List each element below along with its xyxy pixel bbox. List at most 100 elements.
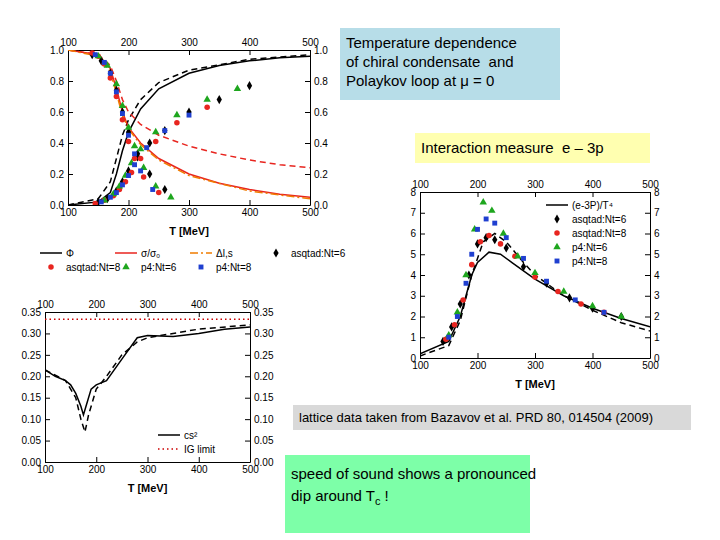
tick: 0.15 — [22, 392, 50, 403]
tick-label: 0.00 — [254, 457, 274, 468]
data-point — [521, 256, 526, 261]
text-box-background — [415, 133, 650, 163]
data-point — [464, 281, 469, 286]
legend-swatch — [273, 248, 278, 257]
legend-item: IG limit — [158, 444, 215, 455]
data-point — [555, 289, 561, 295]
legend-swatch — [158, 434, 180, 436]
x-axis: 100200300400500 — [412, 353, 659, 371]
tick-label: 0.30 — [254, 328, 274, 339]
tick: 0.8 — [50, 76, 73, 87]
x-axis-title: T [MeV] — [128, 482, 168, 494]
tick: 0.35 — [245, 307, 274, 318]
tick-label: 0.0 — [314, 200, 328, 211]
tick: 0.4 — [305, 138, 328, 149]
tick: 400 — [242, 200, 259, 218]
tick-mark — [420, 213, 425, 214]
tick-mark — [593, 353, 594, 358]
axis-line — [69, 205, 311, 206]
legend-item: p4:Nt=8 — [555, 256, 608, 267]
data-point — [126, 139, 132, 145]
data-point — [618, 312, 625, 318]
tick-label: 200 — [470, 360, 487, 371]
data-point — [119, 102, 126, 108]
data-point — [578, 301, 584, 307]
tick-label: 0.20 — [22, 371, 42, 382]
tick-label: 200 — [121, 207, 138, 218]
tick-label: 4 — [410, 270, 416, 281]
x-axis: 100200300400500 — [60, 200, 319, 218]
data-point — [132, 162, 137, 167]
data-point — [162, 128, 167, 133]
tick: 0.2 — [305, 169, 328, 180]
legend-swatch — [40, 252, 62, 254]
data-point — [167, 193, 174, 199]
text-box-background — [293, 405, 691, 430]
tick-mark — [645, 213, 650, 214]
tick-mark — [420, 296, 425, 297]
axis-line — [650, 193, 651, 359]
tick-mark — [68, 143, 73, 144]
tick-label: 0.8 — [50, 76, 64, 87]
data-point — [173, 111, 180, 117]
text-segment: Polaykov loop at μ = 0 — [346, 72, 494, 89]
legend-item: p4:Nt=6 — [553, 242, 607, 253]
data-point — [156, 190, 162, 196]
data-point — [108, 75, 114, 81]
legend-item: asqtad:Nt=8 — [554, 228, 626, 239]
legend-swatch — [546, 204, 568, 206]
tick-mark — [245, 398, 250, 399]
series-line — [68, 50, 310, 168]
data-point — [108, 71, 113, 76]
axis-line — [46, 462, 251, 463]
data-point — [131, 142, 138, 148]
legend-item: asqtad:Nt=6 — [273, 248, 345, 259]
data-point — [120, 117, 126, 123]
tick-label: 0.6 — [50, 107, 64, 118]
data-point — [469, 262, 475, 268]
tick: 6 — [410, 228, 425, 239]
tick: 200 — [470, 353, 487, 371]
tick-mark — [189, 50, 190, 55]
tick-mark — [645, 192, 650, 193]
series-line — [68, 50, 310, 199]
tick-mark — [420, 234, 425, 235]
tick-label: 0.35 — [254, 307, 274, 318]
data-point — [514, 252, 521, 258]
tick-mark — [199, 457, 200, 462]
tick-label: 7 — [654, 207, 660, 218]
legend: Φσ/σ₀Δl,sasqtad:Nt=6asqtad:Nt=8p4:Nt=6p4… — [40, 248, 346, 273]
tick-label: 1.0 — [314, 45, 328, 56]
data-point — [120, 182, 125, 187]
data-point — [147, 169, 152, 178]
tick-label: 6 — [410, 228, 416, 239]
tick-label: 0.25 — [254, 350, 274, 361]
data-point — [504, 243, 509, 252]
tick-label: 0.8 — [314, 76, 328, 87]
legend-swatch — [190, 252, 212, 254]
tick-label: 1.0 — [50, 45, 64, 56]
data-point — [492, 221, 497, 226]
tick-mark — [305, 174, 310, 175]
data-point — [504, 235, 509, 240]
legend-swatch — [115, 252, 137, 254]
tick: 8 — [645, 187, 660, 198]
tick-mark — [148, 457, 149, 462]
legend-swatch — [199, 265, 204, 270]
tick-mark — [478, 353, 479, 358]
tick-label: 0.05 — [254, 435, 274, 446]
tick: 2 — [645, 311, 660, 322]
chart: 1002003004005001002003004005000.00.20.40… — [40, 37, 346, 273]
tick-mark — [535, 353, 536, 358]
tick-mark — [68, 81, 73, 82]
tick: 0.25 — [22, 350, 50, 361]
axis-line — [310, 51, 311, 206]
tick: 0.30 — [22, 328, 50, 339]
tick: 200 — [121, 200, 138, 218]
data-point — [174, 120, 180, 126]
legend-item: (e-3P)/T⁴ — [546, 200, 613, 211]
legend-label: (e-3P)/T⁴ — [572, 200, 613, 211]
data-point — [567, 293, 572, 302]
tick-label: 300 — [181, 37, 198, 48]
tick: 400 — [585, 353, 602, 371]
